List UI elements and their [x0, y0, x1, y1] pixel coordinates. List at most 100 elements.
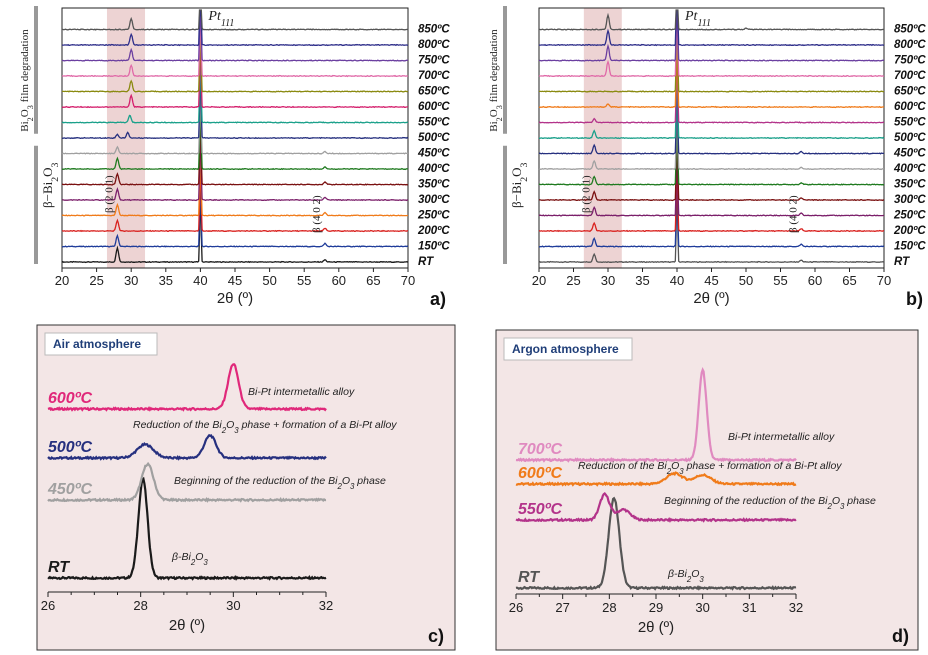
series-line-550ºC	[61, 41, 409, 124]
x-tick-label: 32	[319, 598, 333, 613]
x-tick-label: 25	[89, 273, 103, 288]
x-tick-label: 25	[566, 273, 580, 288]
x-tick-label: 65	[842, 273, 856, 288]
peak-label-402: β (4 0 2)	[787, 195, 799, 233]
x-tick-label: 50	[739, 273, 753, 288]
series-line-600ºC	[61, 26, 409, 109]
panel-c: Air atmosphere 26 28 30 32 2θ (º) RT β-Bi2O3 450…	[36, 324, 456, 651]
series-line-650ºC	[539, 10, 885, 93]
series-line-600ºC	[47, 363, 327, 412]
x-tick-label: 65	[366, 273, 380, 288]
pt111-label: Pt111	[207, 9, 234, 29]
series-label: 700ºC	[894, 70, 926, 82]
panel-label: a)	[430, 289, 446, 309]
series-line-250ºC	[61, 134, 408, 217]
series-line-600ºC	[515, 471, 797, 487]
series-label: 600ºC	[894, 101, 926, 113]
series-line-550ºC	[515, 492, 797, 523]
series-label: 850ºC	[894, 24, 926, 36]
panel-label: c)	[428, 626, 444, 646]
series-label: 250ºC	[417, 210, 450, 222]
x-tick-label: 28	[133, 598, 147, 613]
series-label: 600ºC	[418, 101, 450, 113]
panel-label: d)	[892, 626, 909, 646]
series-label: 350ºC	[894, 179, 926, 191]
series-annotation: Beginning of the reduction of the Bi2O3 …	[174, 475, 386, 491]
x-tick-label: 60	[332, 273, 346, 288]
series-label: 550ºC	[894, 117, 926, 129]
degradation-bar	[503, 6, 507, 134]
x-tick-label: 55	[297, 273, 311, 288]
series-line-450ºC	[61, 72, 409, 155]
x-tick-label: 27	[555, 600, 569, 615]
x-axis-label: 2θ (º)	[217, 290, 253, 307]
series-annotation: Reduction of the Bi2O3 phase + formation…	[578, 460, 842, 476]
series-label: RT	[48, 559, 70, 576]
series-annotation: Bi-Pt intermetallic alloy	[728, 431, 835, 443]
series-label: 750ºC	[894, 55, 926, 67]
x-tick-label: 26	[41, 598, 55, 613]
series-annotation: β-Bi2O3	[667, 568, 704, 584]
series-label: 750ºC	[418, 55, 450, 67]
series-label: 550ºC	[518, 501, 563, 518]
series-line-350ºC	[62, 103, 409, 186]
x-tick-label: 30	[695, 600, 709, 615]
x-tick-label: 40	[670, 273, 684, 288]
peak-label-201: β (2 0 1)	[104, 175, 116, 213]
series-line-400ºC	[61, 87, 409, 171]
series-label: 300ºC	[418, 194, 450, 206]
series-annotation: Beginning of the reduction of the Bi2O3 …	[664, 495, 876, 511]
series-label: 850ºC	[418, 24, 450, 36]
series-line-800ºC	[61, 9, 409, 47]
panel-label: b)	[906, 289, 923, 309]
series-label: 450ºC	[47, 481, 93, 498]
series-label: 400ºC	[417, 163, 450, 175]
x-tick-label: 45	[228, 273, 242, 288]
x-tick-label: 70	[401, 273, 415, 288]
series-line-850ºC	[62, 9, 409, 31]
series-line-700ºC	[515, 366, 797, 463]
series-line-550ºC	[538, 41, 885, 124]
series-label: 500ºC	[894, 132, 926, 144]
series-line-450ºC	[47, 461, 327, 503]
series-line-850ºC	[539, 9, 885, 31]
panel-a: 20 25 30 35 40 45 50 55 60 65 70 2θ (º) RT 150ºC 200ºC…	[19, 6, 450, 309]
degradation-label: Bi2O3 film degradation	[19, 29, 35, 132]
peak-label-402: β (4 0 2)	[311, 195, 323, 233]
x-tick-label: 50	[262, 273, 276, 288]
x-tick-label: 60	[808, 273, 822, 288]
series-line-700ºC	[61, 9, 409, 78]
x-tick-label: 35	[159, 273, 173, 288]
panel-d: Argon atmosphere 26 27 28 29 30 31 32 2θ (º) RT β-…	[495, 329, 919, 651]
series-line-600ºC	[538, 26, 885, 109]
atmosphere-box	[44, 332, 158, 356]
panel-b: 20 25 30 35 40 45 50 55 60 65 70 2θ (º) RT 150ºC 200ºC…	[488, 6, 926, 309]
x-tick-label: 30	[601, 273, 615, 288]
series-label: 350ºC	[418, 179, 450, 191]
series-line-300ºC	[61, 118, 409, 202]
series-annotation: Reduction of the Bi2O3 phase + formation…	[133, 419, 397, 435]
series-label: 500ºC	[418, 132, 450, 144]
x-axis-label: 2θ (º)	[169, 617, 205, 634]
series-line-650ºC	[62, 10, 409, 93]
series-line-500ºC	[47, 433, 327, 461]
series-line-750ºC	[61, 9, 409, 62]
series-line-250ºC	[538, 134, 884, 217]
inset-background	[495, 329, 919, 651]
atmosphere-title: Argon atmosphere	[512, 342, 619, 356]
series-label: RT	[418, 256, 434, 268]
beta-phase-label: β−Bi2O3	[509, 163, 530, 209]
x-tick-label: 30	[226, 598, 240, 613]
peak-label-201: β (2 0 1)	[580, 175, 592, 213]
series-line-350ºC	[539, 103, 885, 186]
series-line-200ºC	[61, 150, 408, 233]
x-tick-label: 30	[124, 273, 138, 288]
series-line-800ºC	[538, 9, 885, 47]
x-tick-label: 26	[509, 600, 523, 615]
series-label: RT	[894, 256, 910, 268]
x-tick-label: 55	[773, 273, 787, 288]
series-label: 400ºC	[893, 163, 926, 175]
degradation-bar	[34, 6, 38, 134]
atmosphere-title: Air atmosphere	[53, 337, 141, 351]
